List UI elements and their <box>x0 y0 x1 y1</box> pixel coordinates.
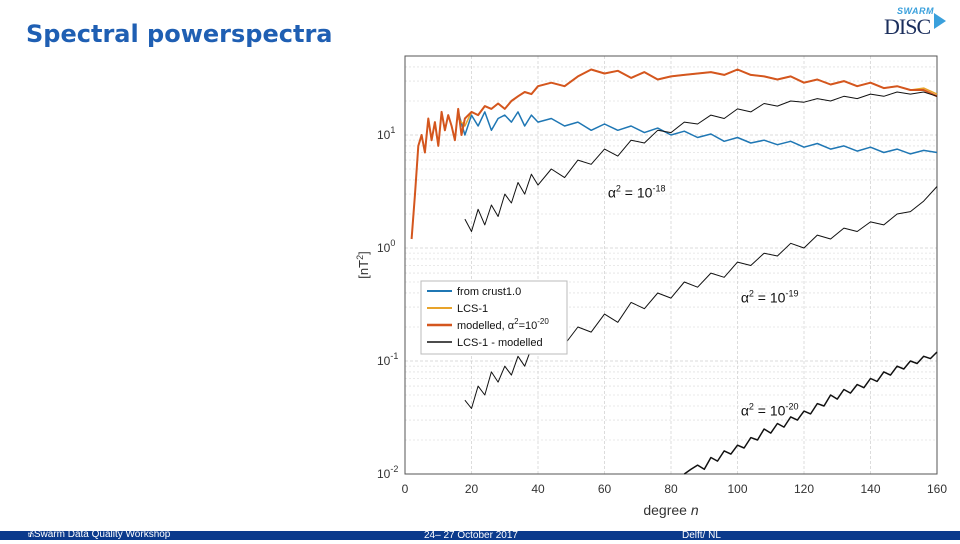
series-line <box>683 351 938 475</box>
legend-label: modelled, α2=10-20 <box>457 317 549 332</box>
y-tick-label: 101 <box>377 125 395 142</box>
x-tick-label: 120 <box>794 482 814 496</box>
y-tick-label: 10-1 <box>377 351 398 368</box>
legend-label: LCS-1 <box>457 303 488 315</box>
x-tick-label: 80 <box>664 482 678 496</box>
x-tick-label: 40 <box>531 482 545 496</box>
x-tick-label: 20 <box>465 482 479 496</box>
alpha-annotation: α2 = 10-18 <box>608 183 666 200</box>
series-line <box>457 111 938 155</box>
x-tick-label: 140 <box>860 482 880 496</box>
series-line <box>410 68 938 240</box>
legend-label: LCS-1 - modelled <box>457 337 543 349</box>
power-spectra-chart: 10-2 10-1 100 101 0 20 40 60 80 100 120 140 160 α2 = … <box>355 55 947 518</box>
footer-dates: 24– 27 October 2017 <box>424 530 518 541</box>
x-tick-label: 0 <box>402 482 409 496</box>
logo-top-text: SWARM <box>897 6 934 16</box>
x-tick-label: 160 <box>927 482 947 496</box>
x-tick-label: 100 <box>727 482 747 496</box>
series-line <box>464 91 938 232</box>
y-tick-label: 10-2 <box>377 464 398 481</box>
axes-frame <box>404 55 938 475</box>
x-axis-label: degree n <box>643 502 698 518</box>
x-tick-label: 60 <box>598 482 612 496</box>
slide-title: Spectral powerspectra <box>26 20 333 48</box>
footer-location: Delft/ NL <box>682 530 721 541</box>
alpha-annotation: α2 = 10-20 <box>741 401 799 418</box>
logo-main-text: DISC <box>884 14 931 39</box>
y-tick-label: 100 <box>377 238 395 255</box>
y-axis-label: [nT2] <box>355 251 371 278</box>
legend-label: from crust1.0 <box>457 286 521 298</box>
legend: from crust1.0 LCS-1 modelled, α2=10-20 LCS-… <box>420 280 568 355</box>
series-line <box>464 186 938 409</box>
play-arrow-icon <box>934 13 946 29</box>
swarm-disc-logo: SWARM DISC <box>878 6 948 40</box>
alpha-annotation: α2 = 10-19 <box>741 288 799 305</box>
